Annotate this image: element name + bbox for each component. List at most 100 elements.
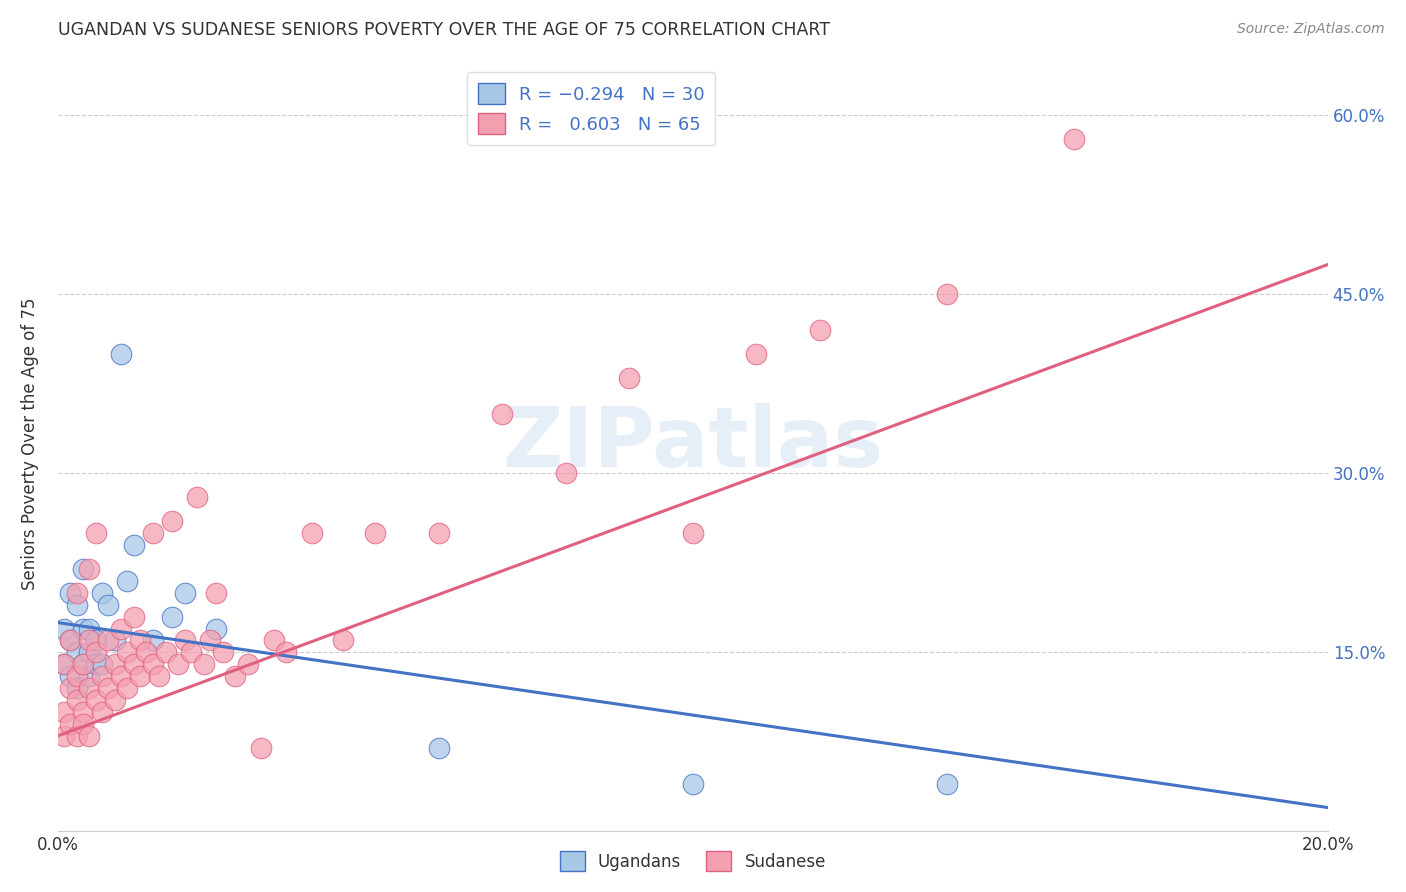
Point — [301, 526, 323, 541]
Point — [142, 526, 165, 541]
Point — [72, 657, 94, 672]
Point — [52, 729, 75, 743]
Point — [79, 729, 101, 743]
Point — [276, 645, 298, 659]
Point — [160, 514, 183, 528]
Point — [59, 669, 82, 683]
Point — [104, 633, 127, 648]
Point — [682, 526, 704, 541]
Point — [66, 729, 89, 743]
Point — [491, 407, 513, 421]
Point — [59, 633, 82, 648]
Legend: Ugandans, Sudanese: Ugandans, Sudanese — [553, 845, 832, 878]
Point — [173, 585, 195, 599]
Point — [224, 669, 246, 683]
Point — [52, 657, 75, 672]
Point — [72, 657, 94, 672]
Point — [617, 371, 640, 385]
Point — [205, 585, 228, 599]
Point — [91, 669, 114, 683]
Point — [117, 645, 139, 659]
Point — [66, 693, 89, 707]
Point — [66, 585, 89, 599]
Point — [117, 574, 139, 588]
Point — [59, 633, 82, 648]
Point — [110, 622, 132, 636]
Point — [808, 323, 831, 337]
Point — [91, 705, 114, 719]
Point — [79, 669, 101, 683]
Point — [745, 347, 768, 361]
Point — [427, 526, 450, 541]
Point — [122, 657, 145, 672]
Point — [110, 347, 132, 361]
Point — [97, 598, 120, 612]
Point — [180, 645, 202, 659]
Point — [236, 657, 259, 672]
Text: ZIPatlas: ZIPatlas — [502, 403, 883, 484]
Point — [72, 622, 94, 636]
Point — [193, 657, 215, 672]
Point — [72, 705, 94, 719]
Point — [52, 622, 75, 636]
Point — [155, 645, 177, 659]
Point — [142, 633, 165, 648]
Y-axis label: Seniors Poverty Over the Age of 75: Seniors Poverty Over the Age of 75 — [21, 297, 39, 590]
Point — [205, 622, 228, 636]
Point — [84, 645, 107, 659]
Point — [72, 717, 94, 731]
Point — [104, 693, 127, 707]
Point — [79, 681, 101, 696]
Point — [59, 585, 82, 599]
Point — [66, 645, 89, 659]
Point — [148, 669, 170, 683]
Text: Source: ZipAtlas.com: Source: ZipAtlas.com — [1237, 22, 1385, 37]
Point — [250, 740, 273, 755]
Point — [160, 609, 183, 624]
Point — [59, 681, 82, 696]
Point — [59, 717, 82, 731]
Point — [263, 633, 285, 648]
Point — [935, 287, 957, 301]
Point — [186, 490, 208, 504]
Point — [129, 669, 152, 683]
Point — [66, 681, 89, 696]
Point — [79, 622, 101, 636]
Point — [52, 705, 75, 719]
Point — [122, 538, 145, 552]
Point — [332, 633, 354, 648]
Point — [167, 657, 190, 672]
Point — [427, 740, 450, 755]
Point — [117, 681, 139, 696]
Point — [84, 657, 107, 672]
Point — [682, 777, 704, 791]
Point — [84, 693, 107, 707]
Point — [72, 562, 94, 576]
Point — [364, 526, 387, 541]
Point — [142, 657, 165, 672]
Point — [79, 645, 101, 659]
Point — [129, 633, 152, 648]
Point — [91, 585, 114, 599]
Text: UGANDAN VS SUDANESE SENIORS POVERTY OVER THE AGE OF 75 CORRELATION CHART: UGANDAN VS SUDANESE SENIORS POVERTY OVER… — [58, 21, 830, 39]
Point — [52, 657, 75, 672]
Point — [211, 645, 233, 659]
Point — [66, 669, 89, 683]
Point — [91, 657, 114, 672]
Point — [97, 633, 120, 648]
Point — [122, 609, 145, 624]
Point — [135, 645, 157, 659]
Point — [79, 633, 101, 648]
Point — [104, 657, 127, 672]
Point — [66, 598, 89, 612]
Point — [554, 467, 576, 481]
Point — [173, 633, 195, 648]
Point — [97, 681, 120, 696]
Point — [79, 562, 101, 576]
Point — [935, 777, 957, 791]
Point — [84, 526, 107, 541]
Point — [198, 633, 221, 648]
Point — [1063, 132, 1085, 146]
Point — [110, 669, 132, 683]
Point — [84, 633, 107, 648]
